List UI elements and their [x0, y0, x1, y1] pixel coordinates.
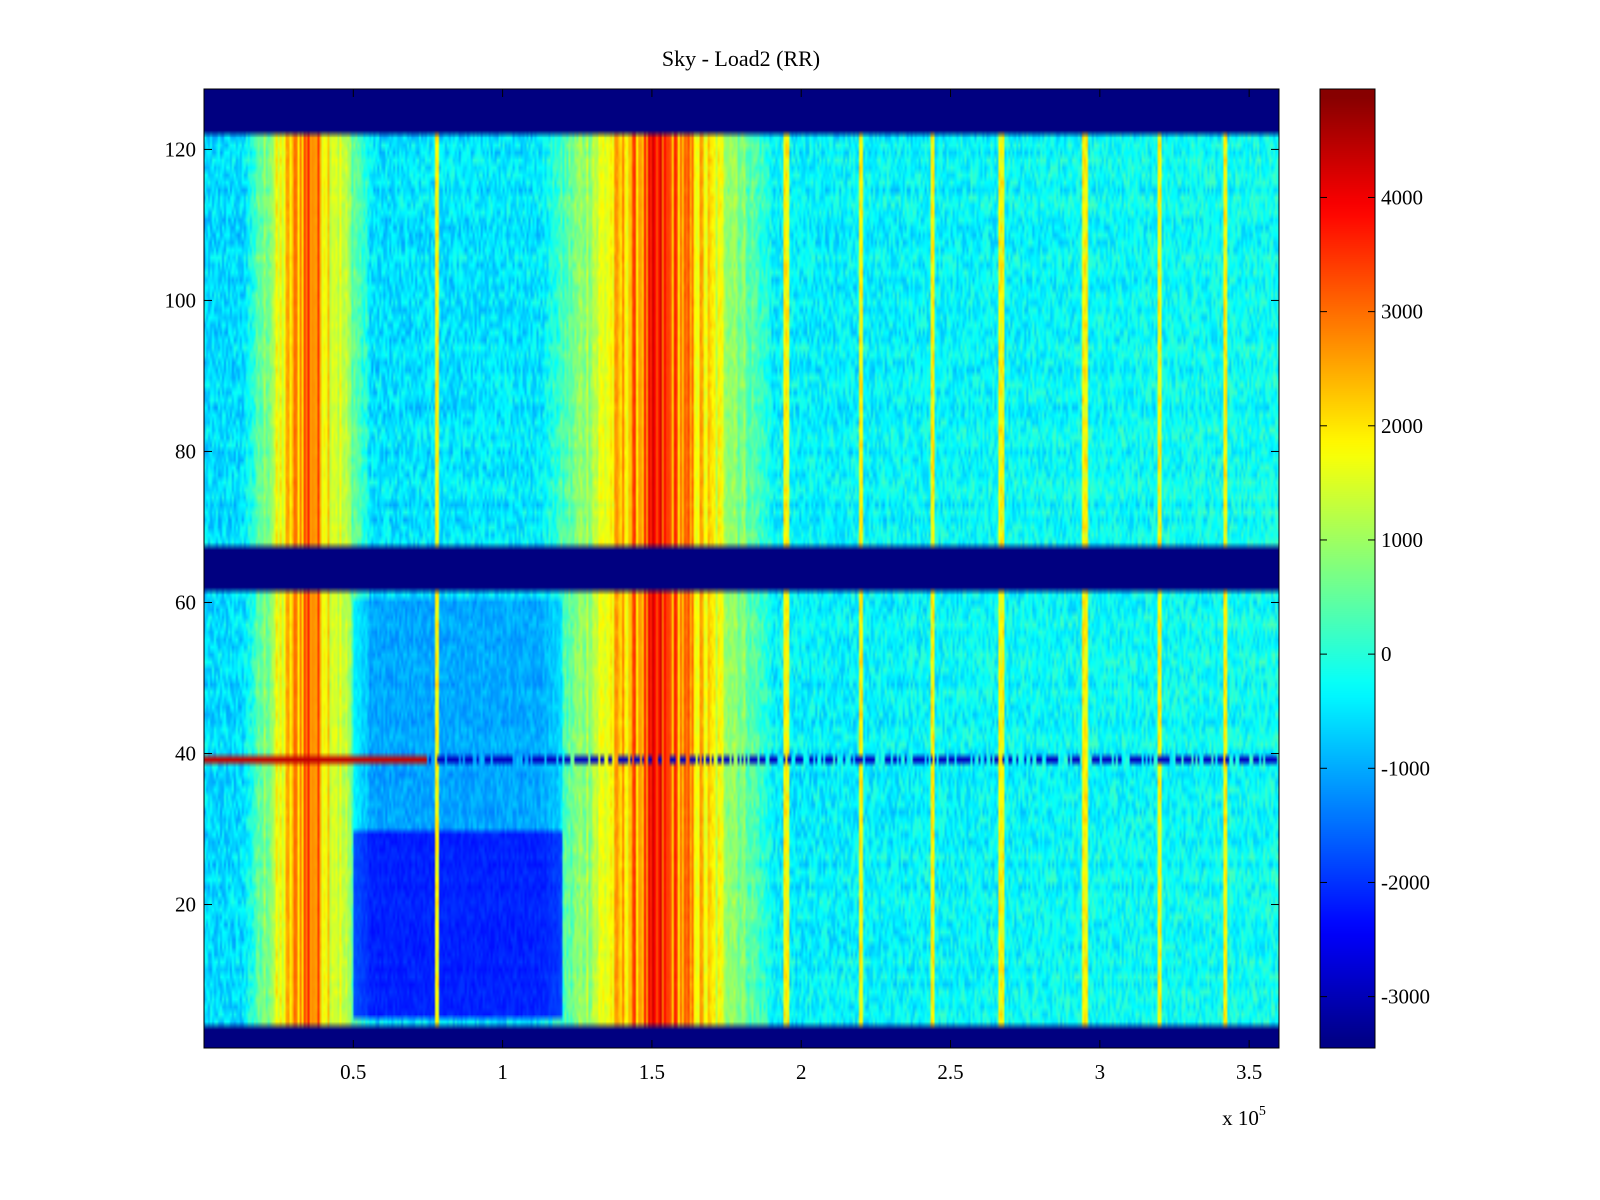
x-tick-label: 3 [1095, 1060, 1106, 1084]
y-tick-label: 20 [175, 893, 196, 917]
colorbar-tick-label: -3000 [1381, 985, 1430, 1009]
plot-area [203, 88, 1280, 1049]
colorbar-ticks: 4000 3000 2000 1000 0 -1000 -2000 -3000 [1320, 185, 1430, 1009]
plot-frame [203, 88, 1280, 1049]
y-tick-label: 40 [175, 742, 196, 766]
colorbar-frame [1319, 88, 1376, 1049]
colorbar: 4000 3000 2000 1000 0 -1000 -2000 -3000 [1319, 88, 1430, 1049]
colorbar-gradient [1320, 89, 1375, 1048]
x-tick-label: 2 [796, 1060, 807, 1084]
chart-title: Sky - Load2 (RR) [662, 46, 820, 71]
colorbar-tick-label: -2000 [1381, 870, 1430, 894]
y-axis: 20 40 60 80 100 120 [165, 137, 1279, 917]
x-tick-label: 3.5 [1236, 1060, 1262, 1084]
x-tick-label: 1.5 [639, 1060, 665, 1084]
colorbar-tick-label: 0 [1381, 642, 1392, 666]
y-tick-label: 60 [175, 590, 196, 614]
x-axis-multiplier: x 105 [1222, 1104, 1266, 1130]
heatmap-cells [204, 89, 1279, 1048]
x-multiplier-exponent: 5 [1259, 1104, 1266, 1119]
y-tick-label: 100 [165, 288, 197, 312]
colorbar-tick-label: -1000 [1381, 756, 1430, 780]
x-multiplier-base: x 10 [1222, 1106, 1259, 1130]
y-tick-label: 120 [165, 137, 197, 161]
colorbar-tick-label: 4000 [1381, 185, 1423, 209]
x-axis: 0.5 1 1.5 2 2.5 3 3.5 [340, 89, 1262, 1084]
colorbar-tick-label: 2000 [1381, 414, 1423, 438]
colorbar-tick-label: 3000 [1381, 300, 1423, 324]
x-tick-label: 1 [497, 1060, 508, 1084]
colorbar-tick-label: 1000 [1381, 528, 1423, 552]
y-tick-label: 80 [175, 439, 196, 463]
x-tick-label: 0.5 [340, 1060, 366, 1084]
x-tick-label: 2.5 [937, 1060, 963, 1084]
